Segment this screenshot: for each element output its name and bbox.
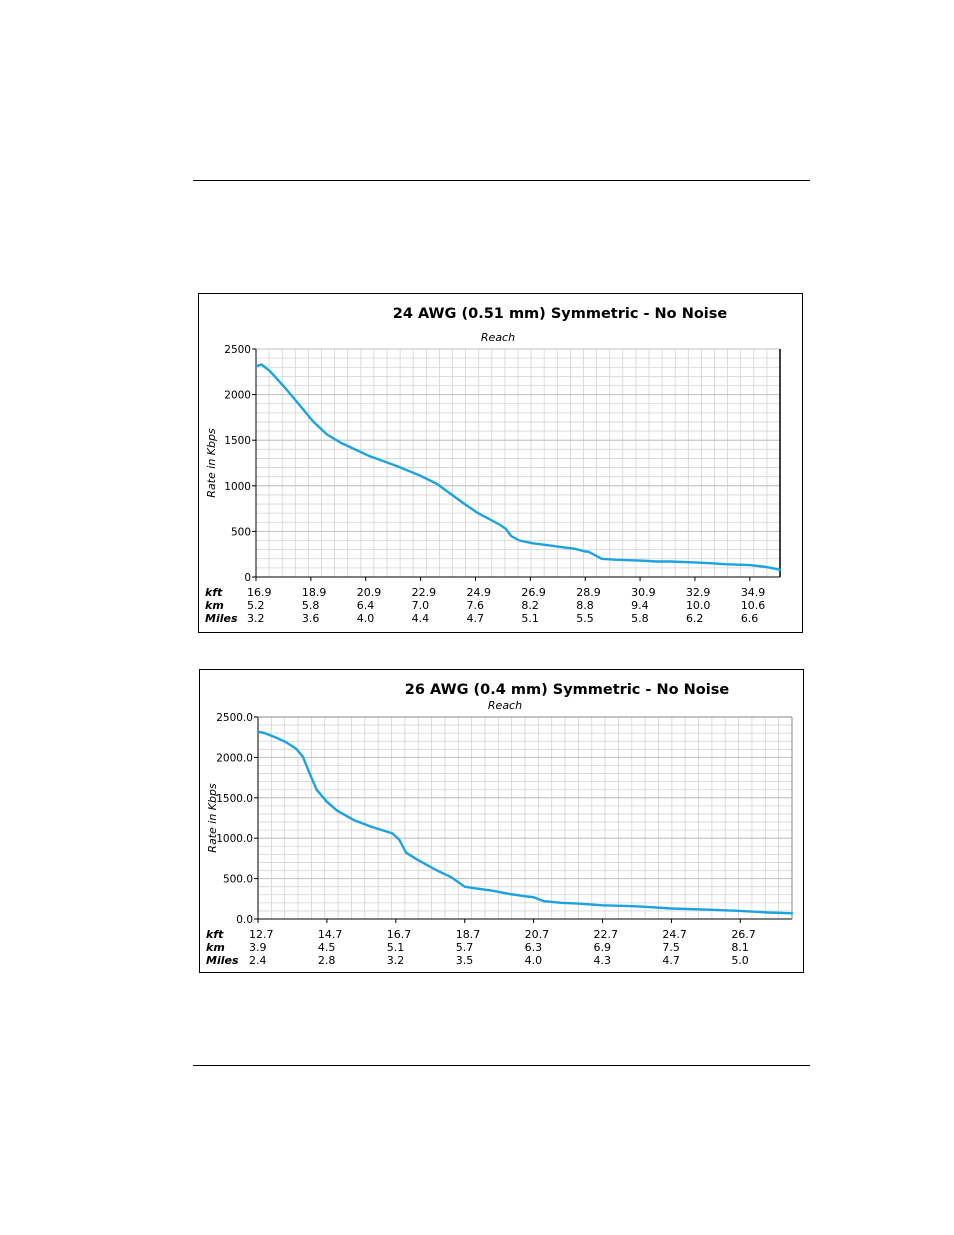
x-row-value-miles: 4.7	[466, 612, 484, 625]
x-row-label-kft: kft	[205, 586, 223, 599]
x-row-value-miles: 5.0	[731, 954, 749, 967]
chart-title: 24 AWG (0.51 mm) Symmetric - No Noise	[393, 306, 728, 322]
y-tick-label: 1500.0	[216, 793, 253, 805]
x-row-value-kft: 30.9	[631, 586, 656, 599]
x-row-value-km: 9.4	[631, 599, 649, 612]
y-tick-label: 500	[231, 526, 251, 538]
y-tick-label: 2500.0	[216, 712, 253, 724]
header-rule	[193, 180, 810, 181]
x-row-label-miles: Miles	[206, 954, 239, 967]
x-row-value-miles: 3.5	[456, 954, 474, 967]
x-row-value-miles: 3.6	[302, 612, 320, 625]
x-row-value-km: 10.0	[686, 599, 711, 612]
x-row-label-km: km	[205, 599, 224, 612]
x-row-value-miles: 5.1	[521, 612, 539, 625]
footer-rule	[193, 1065, 810, 1066]
x-row-value-kft: 14.7	[318, 928, 343, 941]
x-row-value-kft: 22.9	[412, 586, 437, 599]
chart-title: 26 AWG (0.4 mm) Symmetric - No Noise	[405, 682, 730, 698]
x-row-value-kft: 16.9	[247, 586, 272, 599]
x-row-value-km: 7.5	[662, 941, 680, 954]
x-row-value-km: 6.3	[525, 941, 543, 954]
x-row-value-km: 4.5	[318, 941, 336, 954]
x-row-value-kft: 18.9	[302, 586, 327, 599]
x-row-value-kft: 12.7	[249, 928, 274, 941]
x-row-value-miles: 6.6	[741, 612, 759, 625]
x-row-value-km: 6.9	[594, 941, 612, 954]
x-row-value-km: 8.2	[521, 599, 539, 612]
x-row-value-miles: 6.2	[686, 612, 704, 625]
x-row-value-miles: 4.3	[594, 954, 612, 967]
x-row-value-miles: 4.0	[357, 612, 375, 625]
series-line-0	[254, 363, 782, 571]
x-row-value-miles: 5.8	[631, 612, 649, 625]
x-row-value-km: 10.6	[741, 599, 766, 612]
y-tick-label: 2000.0	[216, 752, 253, 764]
x-row-value-kft: 24.7	[662, 928, 687, 941]
chart-26awg: 26 AWG (0.4 mm) Symmetric - No Noise Reac…	[199, 669, 804, 973]
chart-24awg-svg: 24 AWG (0.51 mm) Symmetric - No Noise Rea…	[205, 306, 782, 625]
y-tick-label: 1500	[224, 435, 251, 447]
y-tick-label: 2500	[224, 344, 251, 356]
x-row-value-kft: 26.9	[521, 586, 546, 599]
x-row-value-miles: 5.5	[576, 612, 594, 625]
x-row-value-miles: 4.0	[525, 954, 543, 967]
series-line-0	[256, 730, 794, 915]
x-row-value-miles: 4.7	[662, 954, 680, 967]
y-axis-title: Rate in Kbps	[206, 783, 219, 853]
x-axis-title: Reach	[488, 699, 522, 712]
x-row-value-km: 8.8	[576, 599, 594, 612]
y-tick-label: 2000	[224, 390, 251, 402]
x-row-value-kft: 18.7	[456, 928, 481, 941]
y-tick-label: 1000.0	[216, 833, 253, 845]
x-row-value-kft: 16.7	[387, 928, 412, 941]
x-row-label-km: km	[206, 941, 225, 954]
y-tick-label: 0.0	[236, 914, 253, 926]
y-tick-label: 0	[244, 572, 251, 584]
x-row-value-miles: 2.8	[318, 954, 336, 967]
y-tick-label: 1000	[224, 481, 251, 493]
x-row-value-km: 7.0	[412, 599, 430, 612]
x-row-value-kft: 22.7	[594, 928, 619, 941]
x-row-value-kft: 34.9	[741, 586, 766, 599]
x-row-value-miles: 4.4	[412, 612, 430, 625]
x-row-value-km: 7.6	[466, 599, 484, 612]
grid	[257, 716, 793, 920]
y-axis-title: Rate in Kbps	[205, 428, 218, 498]
x-row-value-miles: 3.2	[247, 612, 265, 625]
chart-24awg: 24 AWG (0.51 mm) Symmetric - No Noise Rea…	[198, 293, 803, 633]
x-row-value-kft: 32.9	[686, 586, 711, 599]
x-row-value-km: 5.1	[387, 941, 405, 954]
x-row-value-km: 6.4	[357, 599, 375, 612]
x-row-value-km: 5.8	[302, 599, 320, 612]
x-row-value-kft: 20.9	[357, 586, 382, 599]
y-tick-label: 500.0	[223, 874, 253, 886]
x-row-label-miles: Miles	[205, 612, 238, 625]
chart-26awg-svg: 26 AWG (0.4 mm) Symmetric - No NoiseReac…	[206, 682, 794, 967]
x-row-value-kft: 20.7	[525, 928, 550, 941]
grid	[255, 348, 781, 578]
x-row-value-kft: 28.9	[576, 586, 601, 599]
x-row-value-miles: 3.2	[387, 954, 405, 967]
x-row-value-kft: 26.7	[731, 928, 756, 941]
x-row-value-km: 3.9	[249, 941, 267, 954]
x-row-value-kft: 24.9	[466, 586, 491, 599]
x-row-value-km: 5.7	[456, 941, 474, 954]
x-axis-title: Reach	[481, 331, 515, 344]
x-row-value-miles: 2.4	[249, 954, 267, 967]
x-row-value-km: 5.2	[247, 599, 265, 612]
x-row-value-km: 8.1	[731, 941, 749, 954]
x-row-label-kft: kft	[206, 928, 224, 941]
